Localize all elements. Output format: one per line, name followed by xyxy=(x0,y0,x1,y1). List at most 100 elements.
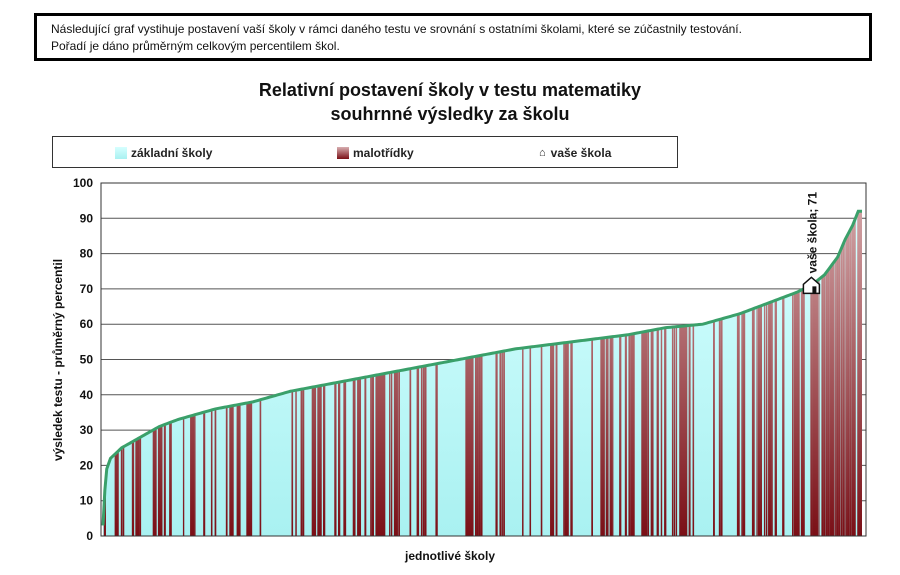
malotridka-bar xyxy=(628,211,631,536)
malotridka-bar xyxy=(435,211,438,536)
malotridka-bar xyxy=(540,211,543,536)
malotridka-bar xyxy=(794,211,798,536)
malotridka-bar xyxy=(612,211,614,536)
malotridka-bar xyxy=(812,211,815,536)
malotridka-bar xyxy=(840,211,843,536)
malotridka-bar xyxy=(470,211,474,536)
malotridka-bar xyxy=(673,211,676,536)
legend-item-vase-skola: ⌂ vaše škola xyxy=(539,146,611,160)
malotridka-bar xyxy=(409,211,412,536)
y-tick-label: 50 xyxy=(80,353,94,367)
malotridka-bar xyxy=(720,211,723,536)
house-door xyxy=(812,286,817,294)
malotridka-bar xyxy=(847,211,850,536)
malotridka-bar xyxy=(495,211,498,536)
malotridka-bar xyxy=(796,211,800,536)
malotridka-bar xyxy=(849,211,852,536)
maroon-swatch xyxy=(337,147,349,159)
malotridka-bar xyxy=(861,211,862,536)
malotridka-bar xyxy=(771,211,773,536)
malotridka-bar xyxy=(765,211,768,536)
house-icon: ⌂ xyxy=(539,147,546,159)
malotridka-bar xyxy=(503,211,505,536)
chart-title: Relativní postavení školy v testu matema… xyxy=(258,80,642,100)
malotridka-bar xyxy=(816,211,818,536)
malotridka-bar xyxy=(398,211,400,536)
y-tick-label: 90 xyxy=(80,211,94,225)
malotridka-bar xyxy=(563,211,565,536)
y-tick-label: 60 xyxy=(80,317,94,331)
malotridka-bar xyxy=(836,211,839,536)
y-tick-label: 20 xyxy=(80,458,94,472)
malotridka-bar xyxy=(741,211,743,536)
chart-legend: základní školy malotřídky ⌂ vaše škola xyxy=(52,136,678,168)
percentile-curve xyxy=(101,209,862,526)
malotridka-bar xyxy=(759,211,763,536)
malotridka-bar xyxy=(476,211,479,536)
malotridka-bar xyxy=(465,211,468,536)
malotridka-bar xyxy=(499,211,502,536)
malotridka-bar xyxy=(624,211,627,536)
malotridka-bar xyxy=(803,211,805,536)
malotridka-bar xyxy=(529,211,532,536)
malotridka-bar xyxy=(420,211,423,536)
malotridka-bar xyxy=(810,211,813,536)
malotridka-bar xyxy=(844,211,846,536)
malotridka-bar xyxy=(846,211,848,536)
y-tick-label: 40 xyxy=(80,388,94,402)
malotridka-bar xyxy=(619,211,622,536)
malotridka-bar xyxy=(792,211,794,536)
malotridka-bar xyxy=(467,211,470,536)
info-note-line-2: Pořadí je dáno průměrným celkovým percen… xyxy=(51,39,340,53)
malotridka-bar xyxy=(564,211,568,536)
malotridka-bar xyxy=(684,211,688,536)
malotridka-bar xyxy=(393,211,397,536)
malotridka-bar xyxy=(827,211,830,536)
malotridka-bar xyxy=(830,211,834,536)
malotridka-bar xyxy=(605,211,609,536)
malotridka-bar xyxy=(632,211,635,536)
malotridka-bar xyxy=(829,211,831,536)
y-axis-ticks: 0 10 20 30 40 50 60 70 80 90 100 xyxy=(73,176,93,543)
malotridka-bar xyxy=(600,211,603,536)
info-note-box: Následující graf vystihuje postavení vaš… xyxy=(34,13,872,61)
malotridka-bar xyxy=(555,211,558,536)
malotridka-bar xyxy=(609,211,613,536)
malotridka-bar xyxy=(522,211,524,536)
malotridka-bar xyxy=(742,211,746,536)
malotridka-bar xyxy=(645,211,648,536)
malotridka-bar xyxy=(643,211,646,536)
malotridka-bar xyxy=(751,211,755,536)
malotridka-bar xyxy=(630,211,633,536)
malotridka-bar xyxy=(818,211,820,536)
malotridka-bar xyxy=(480,211,483,536)
malotridka-bar xyxy=(650,211,654,536)
y-tick-label: 70 xyxy=(80,282,94,296)
malotridka-bar xyxy=(680,211,684,536)
malotridka-bar xyxy=(660,211,663,536)
malotridka-bar xyxy=(763,211,766,536)
malotridka-bar xyxy=(478,211,481,536)
malotridka-bar xyxy=(424,211,427,536)
info-note-line-1: Následující graf vystihuje postavení vaš… xyxy=(51,22,742,36)
malotridka-bar xyxy=(570,211,573,536)
malotridka-bar xyxy=(813,211,817,536)
malotridka-bar xyxy=(474,211,477,536)
y-tick-label: 80 xyxy=(80,247,94,261)
malotridka-bar xyxy=(857,211,860,536)
cyan-swatch xyxy=(115,147,127,159)
plot-frame xyxy=(100,182,867,537)
malotridka-bar xyxy=(736,211,740,536)
malotridka-bar xyxy=(550,211,552,536)
x-axis-title: jednotlivé školy xyxy=(404,549,496,563)
malotridka-bar xyxy=(823,211,826,536)
chart-subtitle: souhrnné výsledky za školu xyxy=(330,104,570,124)
malotridka-bar xyxy=(671,211,674,536)
malotridka-bar xyxy=(641,211,645,536)
your-school-marker: vaše škola; 71 xyxy=(802,192,821,295)
y-tick-label: 100 xyxy=(73,176,93,190)
malotridka-bar xyxy=(601,211,605,536)
malotridka-bar xyxy=(718,211,721,536)
malotridka-bar xyxy=(767,211,769,536)
legend-label-vase-skola: vaše škola xyxy=(550,146,612,160)
